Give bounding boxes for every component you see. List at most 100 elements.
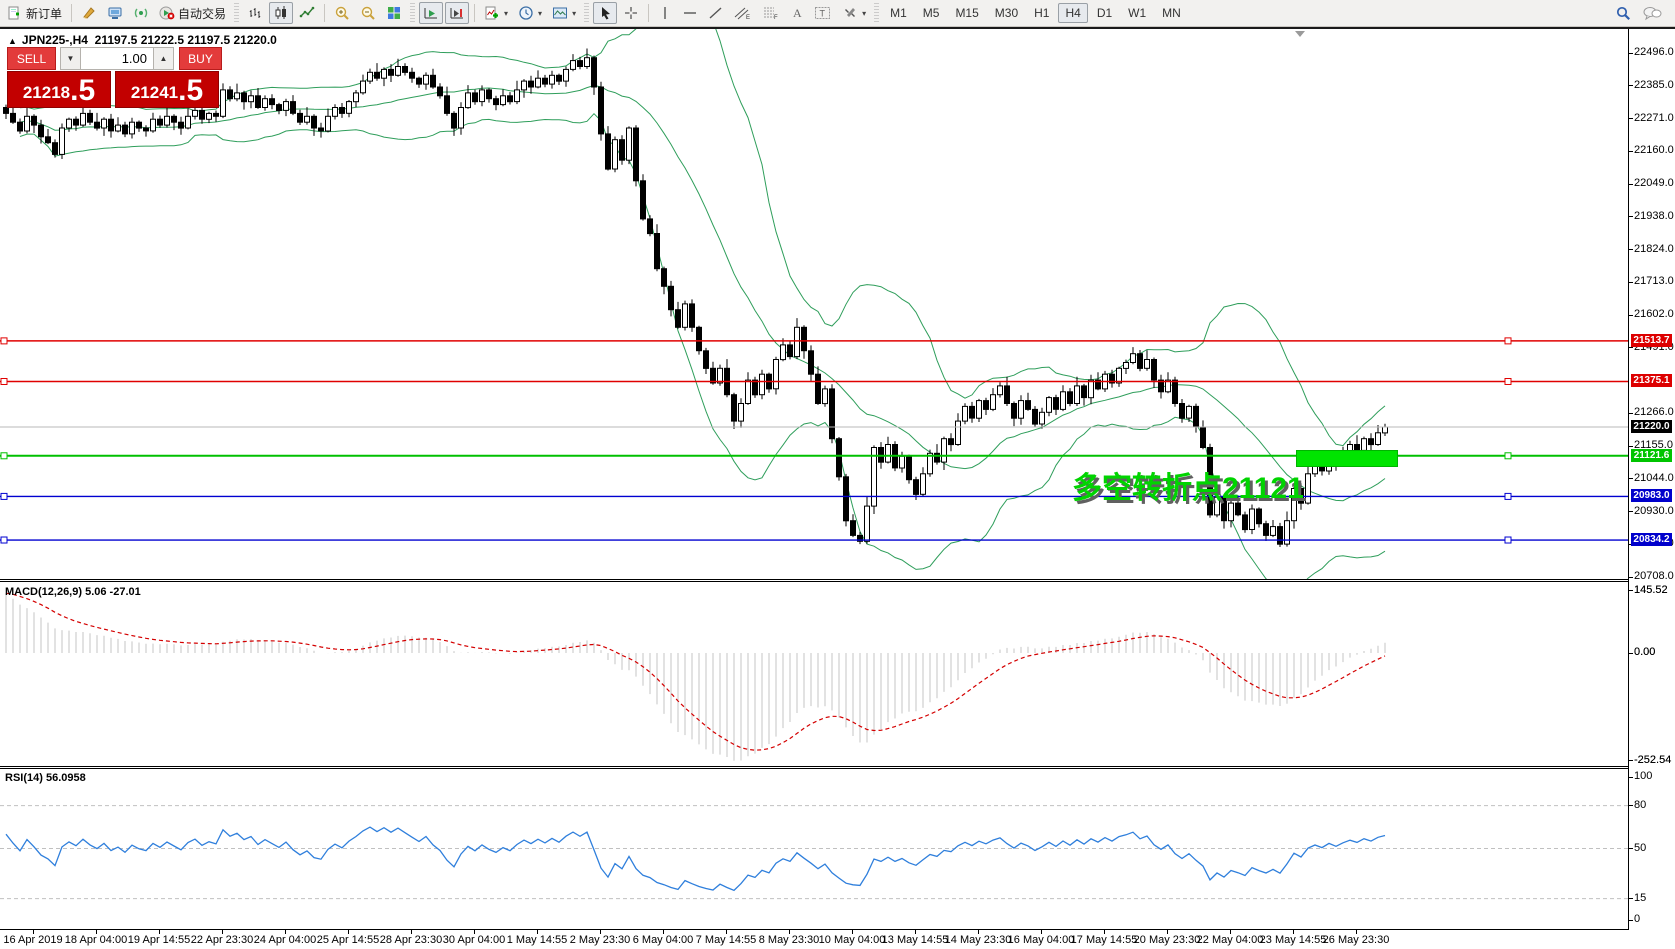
search-button[interactable] — [1611, 2, 1636, 25]
svg-text:A: A — [793, 6, 802, 20]
clock-icon — [518, 5, 534, 21]
autoscroll-button[interactable] — [419, 2, 444, 24]
crayon-icon — [81, 5, 97, 21]
chat-button[interactable] — [1638, 2, 1666, 25]
time-tick — [1230, 930, 1231, 934]
bollinger-bands — [19, 29, 1386, 579]
timeframe-m1-button[interactable]: M1 — [890, 6, 907, 20]
chart-shift-button[interactable] — [445, 2, 470, 24]
fibonacci-icon: F — [762, 5, 780, 21]
styler-button[interactable] — [77, 2, 101, 24]
autotrading-button[interactable]: 自动交易 — [155, 2, 230, 25]
time-label: 10 May 04:00 — [818, 934, 886, 946]
chart-shift-marker-icon[interactable] — [1295, 31, 1305, 37]
volume-up-button[interactable]: ▲ — [153, 47, 174, 70]
time-label: 2 May 23:30 — [569, 934, 631, 946]
axis-tick-label: 80 — [1634, 799, 1647, 811]
time-label: 19 Apr 14:55 — [127, 934, 191, 946]
tile-windows-icon — [386, 5, 402, 21]
zoom-out-icon — [360, 5, 376, 21]
axis-tick-label: 21713.0 — [1634, 275, 1674, 287]
buy-price-panel[interactable]: 21241.5 — [115, 71, 219, 108]
axis-tick — [1628, 590, 1633, 591]
timeframe-d1-button[interactable]: D1 — [1096, 6, 1113, 20]
cursor-button[interactable] — [593, 2, 618, 24]
timeframe-mn-button[interactable]: MN — [1162, 6, 1181, 20]
caret-down-icon: ▾ — [572, 8, 577, 18]
news-button[interactable] — [129, 2, 153, 24]
arrows-icon — [842, 5, 858, 21]
zoom-out-button[interactable] — [356, 2, 380, 24]
time-label: 18 Apr 04:00 — [64, 934, 128, 946]
bar-chart-button[interactable] — [243, 2, 267, 24]
periods-button[interactable]: ▾ — [514, 2, 546, 24]
time-tick — [348, 930, 349, 934]
text-label-button[interactable]: T — [810, 2, 836, 24]
crosshair-button[interactable] — [619, 2, 643, 24]
volume-down-button[interactable]: ▼ — [60, 47, 81, 70]
axis-tick — [1628, 118, 1633, 119]
tile-windows-button[interactable] — [382, 2, 406, 24]
arrows-button[interactable]: ▾ — [838, 2, 870, 24]
vertical-line-icon — [658, 5, 672, 21]
price-badge: 21220.0 — [1631, 420, 1672, 433]
rectangle-object[interactable] — [1296, 450, 1398, 467]
time-label: 30 Apr 04:00 — [442, 934, 506, 946]
indicators-button[interactable]: ▾ — [480, 2, 512, 24]
timeframe-m30-button[interactable]: M30 — [994, 6, 1019, 20]
caret-down-icon: ▾ — [862, 8, 867, 18]
axis-tick-label: 22271.0 — [1634, 112, 1674, 124]
axis-tick — [1628, 898, 1633, 899]
radio-icon — [133, 5, 149, 21]
rsi-label: RSI(14) 56.0958 — [5, 772, 86, 784]
horizontal-line-button[interactable] — [678, 2, 702, 24]
volume-input[interactable]: 1.00 — [81, 47, 153, 70]
hline-object[interactable] — [0, 377, 1628, 385]
rsi-pane[interactable] — [0, 769, 1628, 929]
line-chart-button[interactable] — [295, 2, 319, 24]
axis-tick-label: 21044.0 — [1634, 472, 1674, 484]
trendline-icon — [708, 5, 724, 21]
time-label: 20 May 23:30 — [1133, 934, 1201, 946]
templates-button[interactable]: ▾ — [548, 2, 580, 24]
timeframe-h4-button[interactable]: H4 — [1058, 3, 1088, 23]
trendline-button[interactable] — [704, 2, 728, 24]
hline-object[interactable] — [0, 492, 1628, 500]
time-tick — [474, 930, 475, 934]
time-label: 8 May 23:30 — [758, 934, 820, 946]
text-button[interactable]: A — [786, 2, 808, 24]
hline-object[interactable] — [0, 337, 1628, 345]
macd-label: MACD(12,26,9) 5.06 -27.01 — [5, 586, 141, 598]
buy-button[interactable]: BUY — [179, 47, 222, 70]
timeframe-m5-button[interactable]: M5 — [922, 6, 940, 20]
channel-button[interactable]: E — [730, 2, 756, 24]
bars-icon — [247, 5, 263, 21]
rsi-levels — [0, 805, 1628, 900]
time-label: 17 May 14:55 — [1070, 934, 1138, 946]
price-chart-pane[interactable] — [0, 29, 1628, 579]
new-order-button[interactable]: 新订单 — [3, 2, 66, 25]
macd-pane[interactable] — [0, 582, 1628, 766]
annotation-text[interactable]: 多空转折点21121 — [1072, 472, 1304, 505]
template-icon — [552, 5, 568, 21]
time-axis[interactable]: 16 Apr 2019 18 Apr 04:00 19 Apr 14:55 22 Ap… — [0, 930, 1675, 949]
fibonacci-button[interactable]: F — [758, 2, 784, 24]
time-tick — [537, 930, 538, 934]
axis-tick-label: 21602.0 — [1634, 308, 1674, 320]
hline-object[interactable] — [0, 536, 1628, 544]
terminal-button[interactable] — [103, 2, 127, 24]
candle-chart-button[interactable] — [269, 2, 294, 24]
sell-button[interactable]: SELL — [7, 47, 56, 70]
zoom-in-button[interactable] — [330, 2, 354, 24]
indicators-icon — [484, 5, 500, 21]
time-tick — [978, 930, 979, 934]
axis-tick-label: 22160.0 — [1634, 144, 1674, 156]
terminal-icon — [107, 5, 123, 21]
time-tick — [285, 930, 286, 934]
timeframe-w1-button[interactable]: W1 — [1128, 6, 1147, 20]
axis-tick-label: 21266.0 — [1634, 406, 1674, 418]
timeframe-h1-button[interactable]: H1 — [1034, 6, 1050, 20]
timeframe-m15-button[interactable]: M15 — [955, 6, 979, 20]
sell-price-panel[interactable]: 21218.5 — [7, 71, 111, 108]
vertical-line-button[interactable] — [654, 2, 676, 24]
